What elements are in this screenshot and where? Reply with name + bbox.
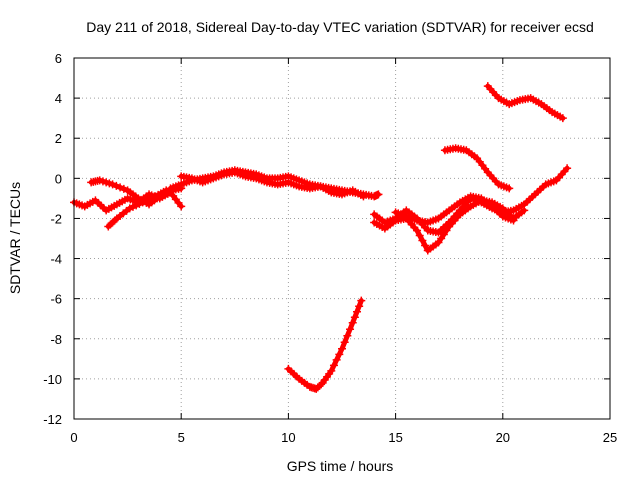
x-tick-label: 10 <box>281 430 295 445</box>
x-tick-label: 25 <box>603 430 617 445</box>
data-point <box>563 164 572 173</box>
y-tick-label: 2 <box>55 131 62 146</box>
data-point <box>343 331 352 340</box>
plot-frame <box>73 57 611 420</box>
data-point <box>353 307 362 316</box>
data-point <box>415 231 424 240</box>
y-tick-label: 4 <box>55 91 62 106</box>
data-series <box>70 82 572 393</box>
data-point <box>116 183 125 192</box>
data-point <box>357 296 366 305</box>
y-tick-label: -10 <box>43 372 62 387</box>
data-point <box>338 344 346 353</box>
y-axis-label: SDTVAR / TECUs <box>7 182 23 294</box>
series-arc-9 <box>391 192 518 227</box>
chart-title: Day 211 of 2018, Sidereal Day-to-day VTE… <box>86 19 594 35</box>
y-tick-labels: 6 4 2 0 -2 -4 -6 -8 -10 -12 <box>43 51 62 427</box>
data-point <box>177 202 186 211</box>
data-point <box>421 241 430 250</box>
data-point <box>329 361 338 370</box>
y-tick-label: -6 <box>50 292 62 307</box>
data-point <box>434 238 443 247</box>
data-point <box>340 338 349 347</box>
data-point <box>317 380 326 389</box>
y-tick-label: 6 <box>55 51 62 66</box>
data-point <box>119 184 128 193</box>
data-point <box>335 350 344 359</box>
data-point <box>108 180 117 189</box>
data-point <box>355 302 364 311</box>
x-tick-labels: 0 5 10 15 20 25 <box>70 430 617 445</box>
x-axis-label: GPS time / hours <box>287 458 394 474</box>
data-point <box>509 216 518 225</box>
series-arc-11 <box>483 82 567 123</box>
x-tick-label: 0 <box>70 430 77 445</box>
data-point <box>439 230 448 239</box>
series-arc-10 <box>440 144 514 193</box>
data-point <box>350 313 359 322</box>
data-point <box>346 325 355 334</box>
series-arc-3 <box>104 186 171 231</box>
data-point <box>374 190 383 199</box>
x-tick-label: 15 <box>388 430 402 445</box>
data-point <box>505 184 514 193</box>
y-tick-label: -12 <box>43 412 62 427</box>
grid-lines <box>74 58 610 419</box>
series-arc-7 <box>370 164 572 237</box>
data-point <box>442 226 451 235</box>
axis-ticks <box>73 57 611 420</box>
data-point <box>112 181 121 190</box>
y-tick-label: -4 <box>50 252 62 267</box>
data-point <box>520 206 529 215</box>
x-tick-label: 20 <box>496 430 510 445</box>
data-point <box>359 192 368 201</box>
data-point <box>418 236 427 245</box>
data-point <box>327 366 336 375</box>
y-tick-label: 0 <box>55 171 62 186</box>
y-tick-label: -8 <box>50 332 62 347</box>
series-arc-8 <box>370 196 529 255</box>
data-point <box>558 114 567 123</box>
data-point <box>332 355 341 364</box>
x-tick-label: 5 <box>178 430 185 445</box>
data-point <box>348 318 357 327</box>
series-arc-5 <box>177 168 368 201</box>
series-arc-6 <box>284 296 366 393</box>
y-tick-label: -2 <box>50 211 62 226</box>
data-point <box>413 226 422 235</box>
data-point <box>437 234 446 243</box>
data-point <box>162 186 171 195</box>
